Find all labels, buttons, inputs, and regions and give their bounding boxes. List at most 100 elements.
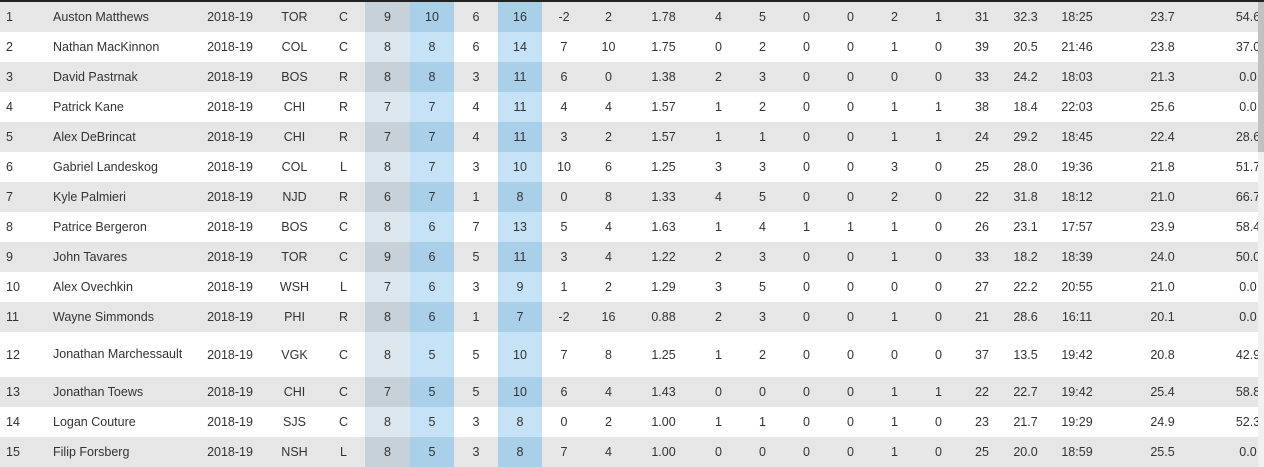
table-row[interactable]: 3 David Pastrnak 2018-19 BOS R 8 8 3 11 6 0 1.38 2 3 0… (0, 62, 1264, 92)
cell-player[interactable]: Patrice Bergeron (53, 220, 147, 234)
table-row[interactable]: 9 John Tavares 2018-19 TOR C 9 6 5 11 3 4 1.22 2 3 0 0 1… (0, 242, 1264, 272)
cell-fow: 28.6 (1235, 130, 1261, 144)
cell-ppp: 0 (847, 385, 854, 399)
cell-evp: 5 (759, 190, 766, 204)
cell-player[interactable]: Nathan MacKinnon (53, 40, 160, 54)
table-row[interactable]: 7 Kyle Palmieri 2018-19 NJD R 6 7 1 8 0 8 1.33 4 5 0 0 2… (0, 182, 1264, 212)
cell-pm: 0 (560, 190, 568, 204)
table-row[interactable]: 2 Nathan MacKinnon 2018-19 COL C 8 8 6 14 7 10 1.75… (0, 32, 1264, 62)
cell-g: 6 (410, 242, 454, 272)
table-row[interactable]: 1 Auston Matthews 2018-19 TOR C 9 10 6 16 -2 2 1.78… (0, 2, 1264, 32)
cell-shifts: 23.9 (1150, 220, 1175, 234)
table-row[interactable]: 8 Patrice Bergeron 2018-19 BOS C 8 6 7 13 5 4 1.63 1… (0, 212, 1264, 242)
cell-g: 5 (410, 377, 454, 407)
cell-s: 27 (975, 280, 989, 294)
cell-a: 4 (472, 100, 480, 114)
cell-gp: 8 (365, 302, 410, 332)
cell-player[interactable]: Gabriel Landeskog (53, 160, 158, 174)
cell-ppg: 1.00 (651, 415, 676, 429)
cell-gwg: 0 (891, 280, 898, 294)
cell-pm: 1 (560, 280, 568, 294)
cell-player[interactable]: Auston Matthews (53, 10, 149, 24)
cell-player[interactable]: John Tavares (53, 250, 128, 264)
cell-otg: 1 (935, 100, 942, 114)
cell-shifts: 20.8 (1150, 347, 1175, 362)
cell-shifts: 24.0 (1150, 250, 1175, 264)
cell-p: 8 (498, 182, 542, 212)
cell-gp: 8 (365, 407, 410, 437)
cell-ppg: 0.88 (651, 310, 676, 324)
cell-otg: 0 (935, 280, 942, 294)
cell-fow: 52.3 (1235, 415, 1261, 429)
cell-shifts: 21.0 (1150, 280, 1175, 294)
cell-player[interactable]: Logan Couture (53, 415, 136, 429)
cell-evg: 1 (715, 100, 722, 114)
cell-gp: 9 (365, 242, 410, 272)
cell-ppg: 1.00 (651, 445, 676, 459)
cell-shifts: 20.1 (1150, 310, 1175, 324)
cell-shifts: 25.4 (1150, 385, 1175, 399)
cell-player[interactable]: Patrick Kane (53, 100, 124, 114)
cell-team: COL (281, 40, 308, 54)
cell-pm: 5 (560, 220, 568, 234)
cell-a: 6 (472, 10, 480, 24)
cell-g: 7 (410, 122, 454, 152)
scrollbar-thumb[interactable] (1258, 2, 1264, 152)
cell-player[interactable]: David Pastrnak (53, 70, 138, 84)
cell-gwg: 1 (891, 220, 898, 234)
cell-ppg2: 0 (803, 70, 810, 84)
cell-gp: 9 (365, 2, 410, 32)
cell-season: 2018-19 (207, 445, 253, 459)
cell-ppg: 1.78 (651, 10, 676, 24)
cell-g: 7 (410, 92, 454, 122)
cell-s: 24 (975, 130, 989, 144)
table-row[interactable]: 11 Wayne Simmonds 2018-19 PHI R 8 6 1 7 -2 16 0.88 2… (0, 302, 1264, 332)
cell-gwg: 1 (891, 445, 898, 459)
cell-s: 38 (975, 100, 989, 114)
cell-pos: R (338, 100, 349, 114)
table-row[interactable]: 15 Filip Forsberg 2018-19 NSH L 8 5 3 8 7 4 1.00 0 0 0… (0, 437, 1264, 467)
cell-season: 2018-19 (207, 385, 253, 399)
cell-player[interactable]: Kyle Palmieri (53, 190, 126, 204)
cell-pos: L (340, 280, 347, 294)
cell-s: 33 (975, 250, 989, 264)
table-row[interactable]: 13 Jonathan Toews 2018-19 CHI C 7 5 5 10 6 4 1.43 0 0… (0, 377, 1264, 407)
cell-ppp: 0 (847, 310, 854, 324)
cell-team: NSH (281, 445, 308, 459)
table-row[interactable]: 10 Alex Ovechkin 2018-19 WSH L 7 6 3 9 1 2 1.29 3 5 0 0… (0, 272, 1264, 302)
cell-a: 3 (472, 445, 480, 459)
cell-fow: 50.0 (1235, 250, 1261, 264)
cell-player[interactable]: Wayne Simmonds (53, 310, 154, 324)
cell-player[interactable]: Alex DeBrincat (53, 130, 136, 144)
cell-g: 8 (410, 62, 454, 92)
cell-pos: C (338, 220, 349, 234)
table-row[interactable]: 5 Alex DeBrincat 2018-19 CHI R 7 7 4 11 3 2 1.57 1 1 0… (0, 122, 1264, 152)
cell-spct: 29.2 (1013, 130, 1038, 144)
table-row[interactable]: 6 Gabriel Landeskog 2018-19 COL L 8 7 3 10 10 6 1.2… (0, 152, 1264, 182)
cell-team: SJS (283, 415, 306, 429)
table-row[interactable]: 4 Patrick Kane 2018-19 CHI R 7 7 4 11 4 4 1.57 1 2 0 0 1… (0, 92, 1264, 122)
cell-player[interactable]: Alex Ovechkin (53, 280, 133, 294)
cell-team: CHI (283, 100, 306, 114)
table-row[interactable]: 14 Logan Couture 2018-19 SJS C 8 5 3 8 0 2 1.00 1 1 0 0… (0, 407, 1264, 437)
cell-toi: 18:59 (1061, 445, 1093, 459)
cell-g: 6 (410, 302, 454, 332)
cell-a: 3 (472, 280, 480, 294)
cell-gwg: 1 (891, 130, 898, 144)
cell-toi: 19:42 (1061, 385, 1093, 399)
cell-ppg2: 0 (803, 347, 810, 362)
cell-season: 2018-19 (207, 190, 253, 204)
cell-gp: 8 (365, 437, 410, 467)
cell-rank: 10 (6, 280, 20, 294)
table-row[interactable]: 12 Jonathan Marchessault 2018-19 VGK C 8 5 5 10 7… (0, 332, 1264, 377)
cell-player[interactable]: Jonathan Marchessault (53, 347, 183, 361)
cell-player[interactable]: Filip Forsberg (53, 445, 130, 459)
cell-a: 6 (472, 40, 480, 54)
cell-toi: 19:29 (1061, 415, 1093, 429)
vertical-scrollbar[interactable] (1258, 2, 1264, 467)
cell-evp: 0 (759, 445, 766, 459)
cell-gwg: 1 (891, 250, 898, 264)
cell-g: 6 (410, 212, 454, 242)
cell-player[interactable]: Jonathan Toews (53, 385, 144, 399)
cell-season: 2018-19 (207, 10, 253, 24)
